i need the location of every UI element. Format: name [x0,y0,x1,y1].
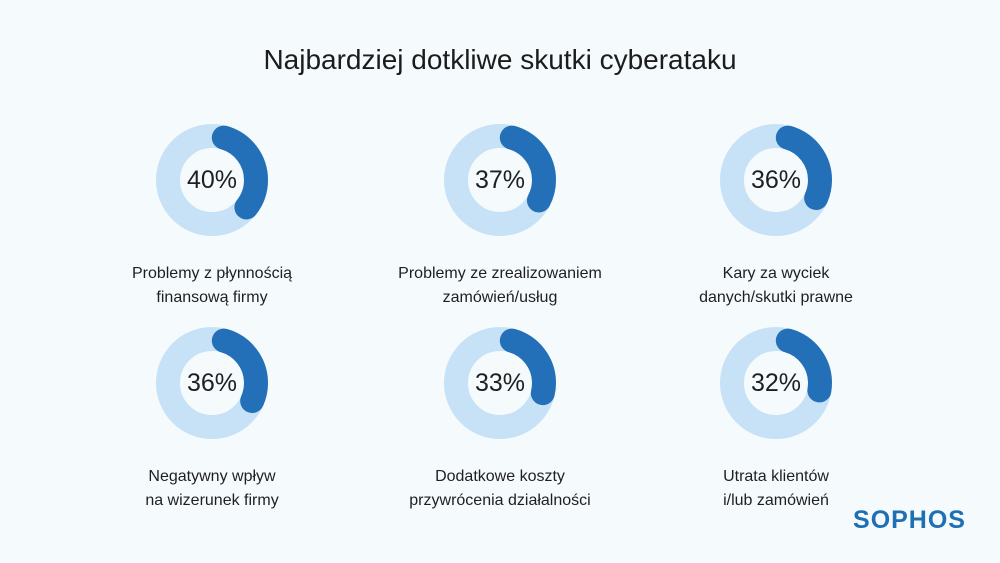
donut-value-arc [720,124,832,236]
percent-label: 33% [474,368,526,397]
donut-chart: 36% [156,327,268,439]
donut-value-arc [156,124,268,236]
donut-svg [720,124,832,236]
donut-value-arc [444,124,556,236]
donut-value-arc [720,327,832,439]
donut-chart: 40% [156,124,268,236]
percent-label: 32% [750,368,802,397]
donut-value-arc [156,327,268,439]
donut-svg [444,124,556,236]
sophos-logo: SOPHOS [853,506,966,534]
donut-chart: 32% [720,327,832,439]
category-label-line: Kary za wyciek [722,265,830,282]
donut-chart: 33% [444,327,556,439]
category-label-line: na wizerunek firmy [145,492,279,509]
category-label-line: przywrócenia działalności [409,492,591,509]
donut-chart: 36% [720,124,832,236]
chart-title: Najbardziej dotkliwe skutki cyberataku [263,44,737,75]
category-label-line: i/lub zamówień [723,492,829,509]
category-label: Kary za wyciek danych/skutki prawne [636,262,916,310]
category-label-line: Utrata klientów [723,468,829,485]
donut-svg [156,327,268,439]
category-label: Negatywny wpływ na wizerunek firmy [72,465,352,513]
category-label-line: danych/skutki prawne [699,289,853,306]
donut-chart: 37% [444,124,556,236]
percent-label: 37% [474,165,526,194]
percent-label: 36% [750,165,802,194]
category-label-line: Problemy ze zrealizowaniem [398,265,602,282]
category-label: Problemy ze zrealizowaniem zamówień/usłu… [360,262,640,310]
donut-svg [156,124,268,236]
percent-label: 36% [186,368,238,397]
category-label-line: Dodatkowe koszty [435,468,565,485]
category-label-line: finansową firmy [156,289,268,306]
category-label-line: Negatywny wpływ [148,468,276,485]
category-label: Dodatkowe koszty przywrócenia działalnoś… [360,465,640,513]
donut-value-arc [444,327,556,439]
donut-svg [444,327,556,439]
category-label-line: zamówień/usług [442,289,558,306]
category-label-line: Problemy z płynnością [131,265,293,282]
category-label: Utrata klientów i/lub zamówień [636,465,916,513]
category-label: Problemy z płynnością finansową firmy [72,262,352,310]
donut-svg [720,327,832,439]
percent-label: 40% [186,165,238,194]
